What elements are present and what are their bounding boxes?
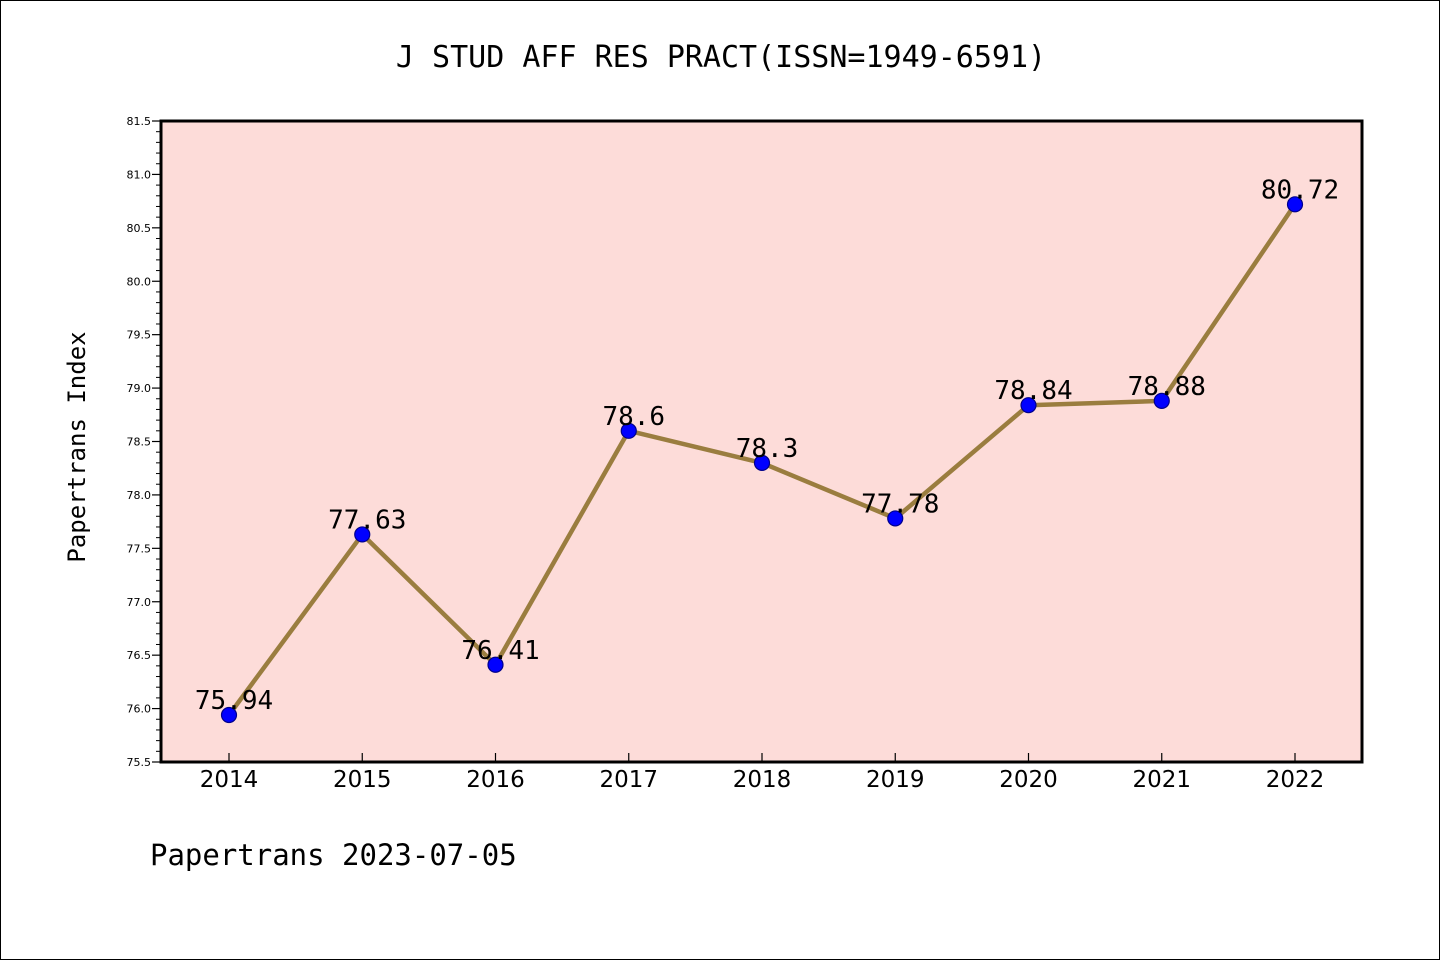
data-point [1286, 196, 1304, 213]
data-point [487, 656, 504, 673]
data-label: 77.63 [328, 505, 406, 535]
chart-title: J STUD AFF RES PRACT(ISSN=1949-6591) [396, 40, 1046, 75]
data-label: 80.72 [1261, 175, 1339, 205]
y-tick-label: 77.0 [127, 596, 152, 609]
data-point [620, 422, 637, 439]
y-tick-label: 81.5 [127, 115, 152, 128]
data-label: 78.3 [736, 434, 799, 464]
y-axis-label: Papertrans Index [63, 331, 91, 562]
y-tick-label: 79.5 [127, 329, 152, 342]
footer-text: Papertrans 2023-07-05 [150, 838, 517, 872]
data-label: 78.84 [994, 376, 1072, 406]
data-point [887, 510, 904, 527]
x-tick-label: 2016 [466, 767, 525, 793]
data-point [753, 454, 771, 471]
y-tick-label: 76.0 [127, 703, 152, 716]
x-tick-label: 2019 [866, 767, 925, 793]
data-label: 77.78 [861, 489, 939, 519]
data-label: 78.88 [1128, 372, 1206, 402]
y-tick-label: 79.0 [127, 382, 152, 395]
x-tick-label: 2014 [200, 767, 259, 793]
data-point [354, 526, 371, 543]
y-tick-label: 75.5 [127, 756, 152, 769]
y-tick-label: 77.5 [127, 542, 152, 555]
data-point [1153, 392, 1170, 410]
plot-frame [159, 119, 1364, 764]
x-axis: 2014 2015 2016 2017 2018 2019 2020 2021 2022 [200, 753, 1325, 793]
x-tick-label: 2018 [733, 767, 792, 793]
y-tick-label: 81.0 [127, 168, 152, 181]
y-axis: 75.5 76.0 76.5 77.0 77.5 78.0 78.5 79.0 79.5 80.0… [127, 115, 161, 769]
data-point [220, 706, 238, 724]
plot-area [161, 121, 1362, 762]
y-tick-label: 78.5 [127, 436, 152, 449]
data-label: 76.41 [461, 636, 539, 666]
x-tick-label: 2021 [1132, 767, 1191, 793]
data-label: 78.6 [602, 402, 665, 432]
x-tick-label: 2017 [599, 767, 658, 793]
x-tick-label: 2022 [1266, 767, 1325, 793]
y-tick-label: 80.0 [127, 275, 152, 288]
x-tick-label: 2015 [333, 767, 392, 793]
y-tick-label: 76.5 [127, 649, 152, 662]
x-tick-label: 2020 [999, 767, 1058, 793]
data-point [1020, 397, 1037, 414]
data-label: 75.94 [195, 686, 273, 716]
y-tick-label: 80.5 [127, 222, 152, 235]
series-papertrans-index: 75.94 77.63 76.41 78.6 78.3 77.78 78.84 78.88 80… [195, 175, 1339, 724]
y-tick-label: 78.0 [127, 489, 152, 502]
